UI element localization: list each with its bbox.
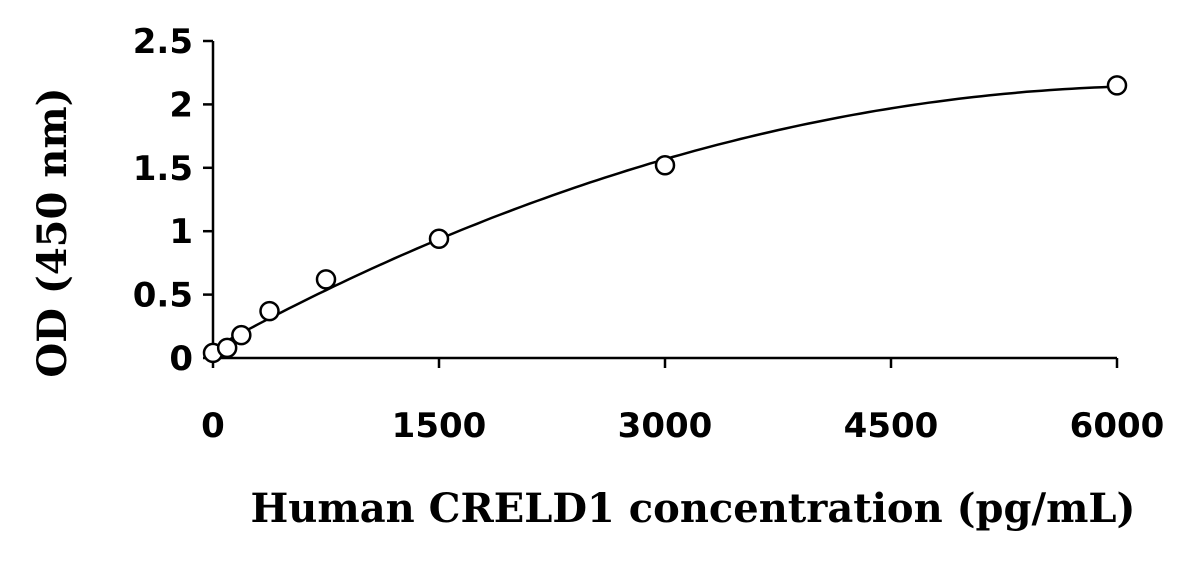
x-tick-label: 6000	[1070, 406, 1165, 446]
x-tick-label: 1500	[392, 406, 487, 446]
x-tick-label: 3000	[618, 406, 713, 446]
fit-curve	[212, 85, 1118, 350]
data-point	[259, 300, 280, 322]
data-point	[231, 324, 252, 346]
x-tick-label: 4500	[844, 406, 939, 446]
y-tick-label: 1.5	[133, 149, 193, 189]
y-tick-label: 1	[169, 212, 193, 252]
data-point	[654, 155, 676, 176]
y-tick-label: 0	[169, 339, 193, 379]
data-point	[428, 228, 450, 250]
x-axis-title: Human CRELD1 concentration (pg/mL)	[251, 485, 1136, 532]
x-ticks: 0 1500 3000 4500 6000	[201, 358, 1164, 446]
data-point	[216, 337, 238, 359]
y-axis-title: OD (450 nm)	[29, 87, 76, 377]
axes	[211, 41, 1117, 360]
y-tick-label: 2	[169, 85, 193, 125]
y-ticks: 0 0.5 1 1.5 2 2.5	[133, 22, 213, 379]
data-points	[202, 75, 1128, 364]
y-tick-label: 2.5	[133, 22, 193, 62]
data-point	[315, 269, 337, 290]
y-tick-label: 0.5	[133, 276, 193, 316]
data-point	[1106, 75, 1128, 96]
x-tick-label: 0	[201, 406, 225, 446]
